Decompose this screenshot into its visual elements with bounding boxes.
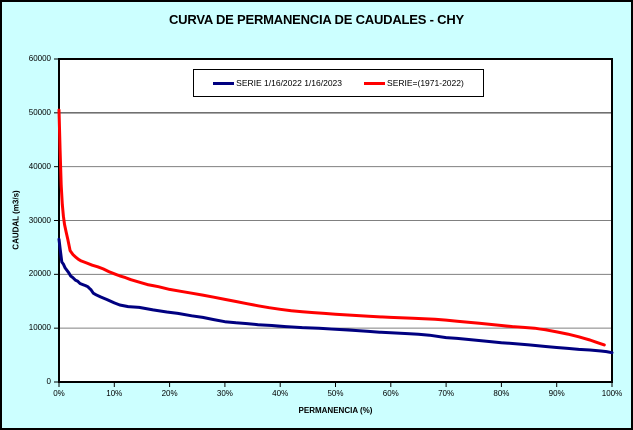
x-tick-label-80: 80% <box>493 389 510 398</box>
x-tick-label-70: 70% <box>438 389 455 398</box>
y-tick-label-20000: 20000 <box>28 269 51 279</box>
series-curve-0 <box>57 237 614 355</box>
x-tick-label-100: 100% <box>601 389 623 398</box>
y-tick-label-10000: 10000 <box>28 323 51 333</box>
x-tick-label-60: 60% <box>382 389 399 398</box>
x-tick-label-20: 20% <box>161 389 178 398</box>
legend: SERIE 1/16/2022 1/16/2023 SERIE=(1971-20… <box>193 69 484 97</box>
x-axis-title: PERMANENCIA (%) <box>298 406 373 415</box>
y-tick-label-0: 0 <box>46 377 51 386</box>
x-tick-label-10: 10% <box>106 389 123 398</box>
legend-entry-serie-1971-2022: SERIE=(1971-2022) <box>364 78 464 88</box>
x-tick-label-30: 30% <box>216 389 233 398</box>
legend-swatch-blue-line <box>213 81 235 85</box>
x-tick-label-0: 0% <box>53 389 65 398</box>
legend-entry-serie-2022-2023: SERIE 1/16/2022 1/16/2023 <box>213 78 342 88</box>
y-tick-label-60000: 60000 <box>28 54 51 63</box>
x-tick-label-40: 40% <box>272 389 289 398</box>
legend-label-serie-1971-2022: SERIE=(1971-2022) <box>387 78 464 88</box>
y-tick-label-50000: 50000 <box>28 107 51 117</box>
chart-title: CURVA DE PERMANENCIA DE CAUDALES - CHY <box>168 12 465 27</box>
series-curve-1 <box>57 108 606 347</box>
y-tick-label-30000: 30000 <box>28 215 51 225</box>
x-tick-label-90: 90% <box>548 389 565 398</box>
x-tick-label-50: 50% <box>327 389 344 398</box>
legend-swatch-red-line <box>364 81 386 85</box>
legend-label-serie-2022-2023: SERIE 1/16/2022 1/16/2023 <box>236 78 343 88</box>
y-axis-title: CAUDAL (m3/s) <box>11 190 21 250</box>
y-tick-label-40000: 40000 <box>28 161 51 171</box>
